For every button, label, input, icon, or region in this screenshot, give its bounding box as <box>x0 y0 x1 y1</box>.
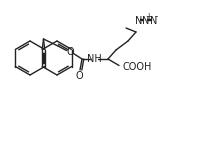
Text: +: + <box>144 12 150 21</box>
Text: NH: NH <box>86 54 101 64</box>
Text: -: - <box>154 12 157 21</box>
Text: O: O <box>75 71 83 81</box>
Text: O: O <box>66 47 74 57</box>
Text: $\sf N$: $\sf N$ <box>148 14 156 26</box>
Text: COOH: COOH <box>122 62 152 72</box>
Text: $\sf N$: $\sf N$ <box>133 14 141 26</box>
Text: $\sf N$: $\sf N$ <box>140 14 148 26</box>
